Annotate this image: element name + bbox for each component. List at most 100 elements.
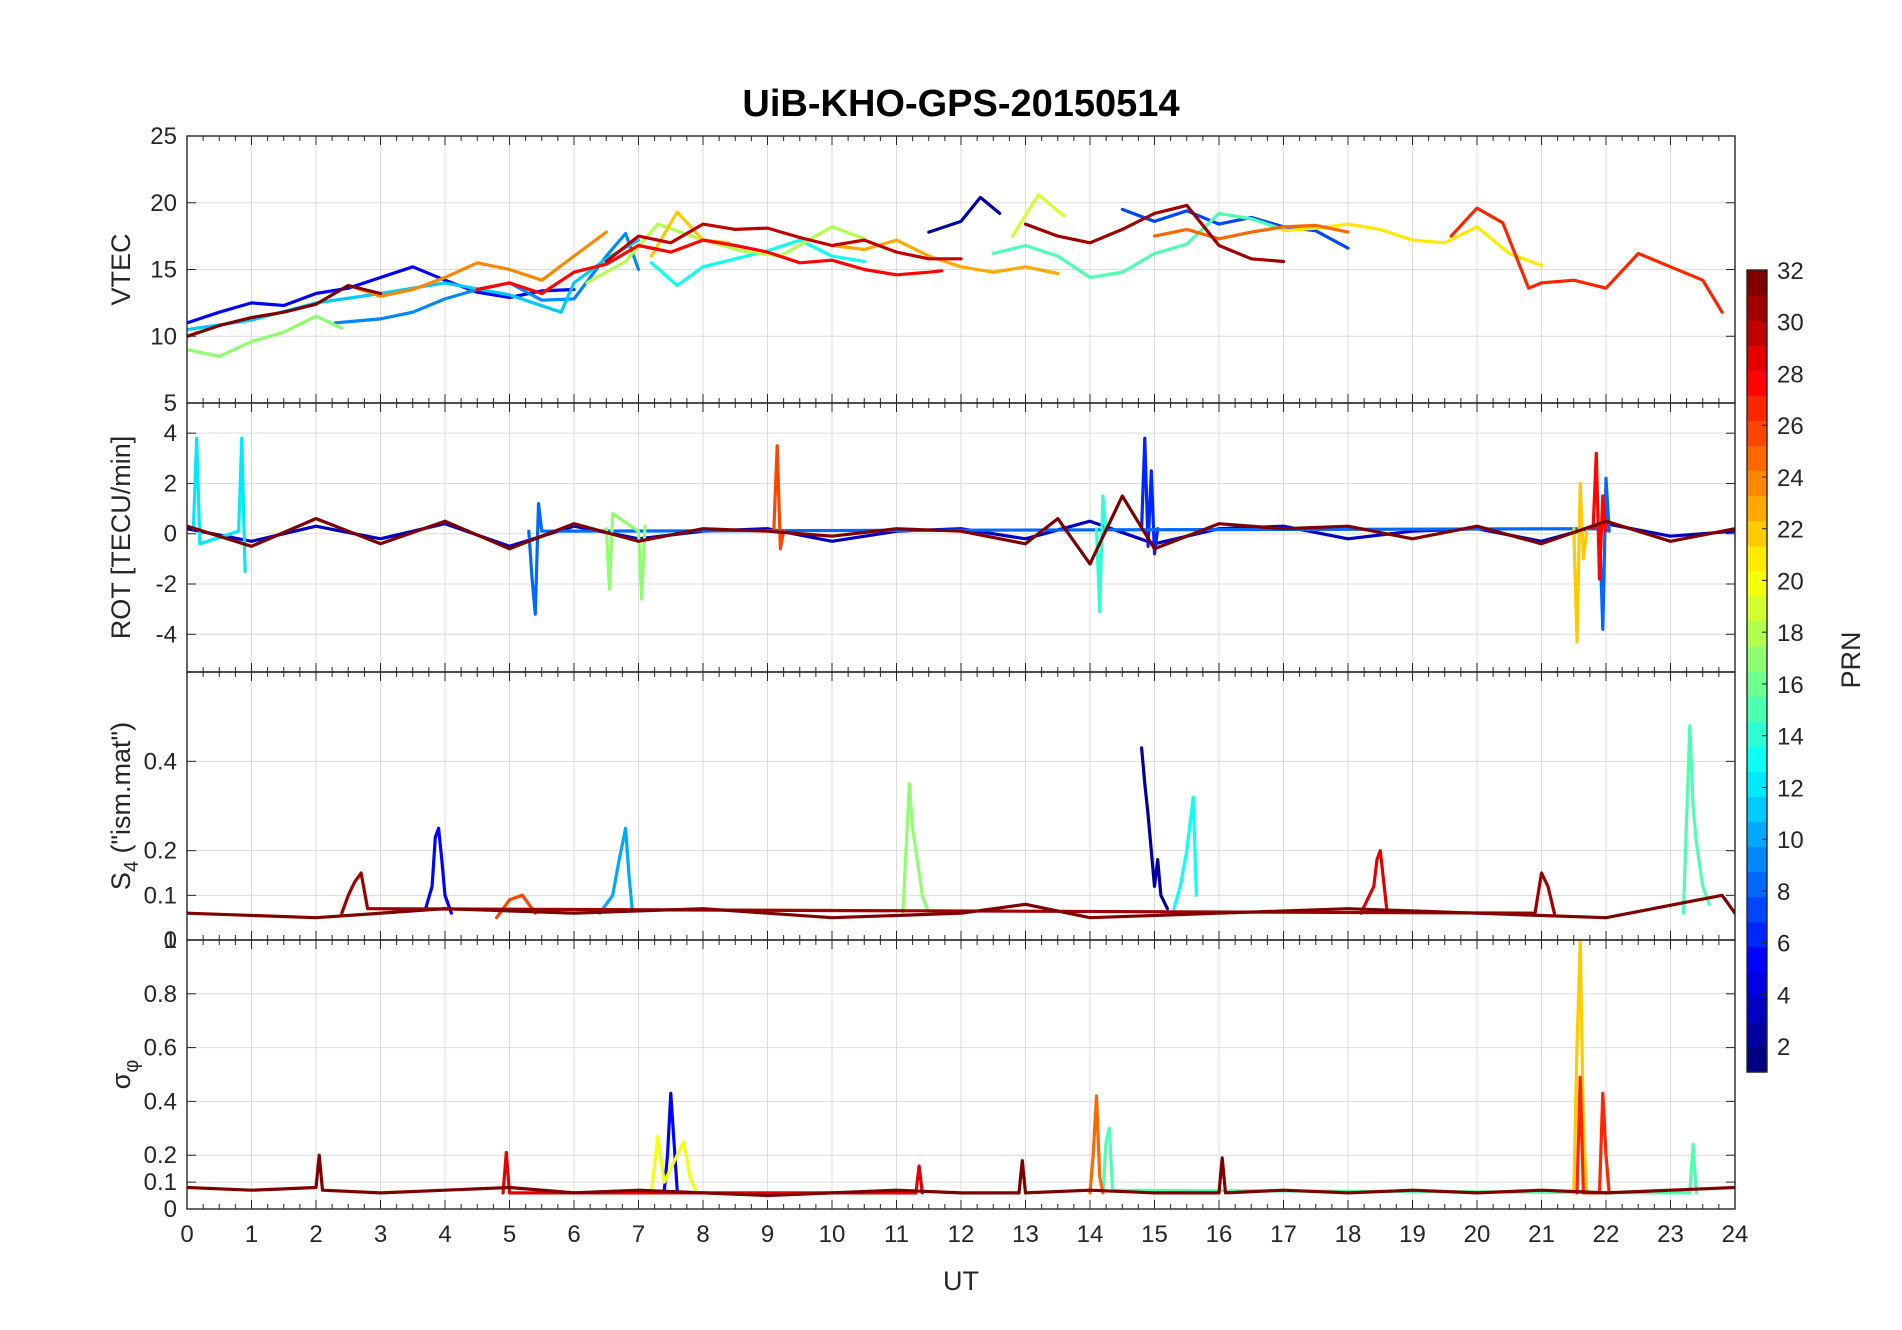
colorbar-tick-label: 18 xyxy=(1777,620,1804,647)
colorbar-tick-label: 10 xyxy=(1777,827,1804,854)
x-axis-label: UT xyxy=(943,1266,979,1296)
y-tick-label: 0.1 xyxy=(144,882,177,909)
x-tick-label: 15 xyxy=(1141,1221,1168,1248)
colorbar-swatch xyxy=(1747,420,1767,447)
x-tick-label: 20 xyxy=(1464,1221,1491,1248)
panel-s4: 00.10.20.4S4 ("ism.mat") xyxy=(106,671,1736,954)
y-axis-label-rest: ("ism.mat") xyxy=(106,722,136,861)
x-tick-label: 18 xyxy=(1335,1221,1362,1248)
colorbar-tick-label: 16 xyxy=(1777,672,1804,699)
colorbar-swatch xyxy=(1747,771,1767,797)
colorbar-tick-label: 28 xyxy=(1777,361,1804,388)
colorbar-tick-label: 32 xyxy=(1777,258,1804,285)
colorbar-tick-label: 2 xyxy=(1777,1034,1790,1061)
x-tick-label: 22 xyxy=(1593,1221,1620,1248)
x-tick-label: 9 xyxy=(761,1221,774,1248)
series-group-s4 xyxy=(187,723,1735,920)
colorbar-tick-label: 20 xyxy=(1777,568,1804,595)
colorbar-tick-label: 24 xyxy=(1777,465,1804,492)
series-line-prn-19 xyxy=(1010,193,1066,238)
y-tick-label: 5 xyxy=(164,390,177,417)
y-axis-label-subscript: φ xyxy=(121,1060,143,1073)
series-line-prn-13 xyxy=(649,238,866,288)
y-tick-label: -4 xyxy=(156,621,177,648)
colorbar-swatch xyxy=(1747,921,1767,948)
y-axis-label-subscript: 4 xyxy=(121,861,143,872)
y-tick-label: 0.4 xyxy=(144,748,177,775)
series-line-prn-28 xyxy=(475,238,944,296)
series-line-prn-32 xyxy=(187,1153,1735,1198)
x-tick-label: 3 xyxy=(374,1221,387,1248)
series-line-prn-22 xyxy=(1572,481,1589,644)
x-tick-label: 24 xyxy=(1722,1221,1749,1248)
axes-frame-sigma_phi xyxy=(186,939,1736,1210)
series-line-prn-25 xyxy=(1088,1094,1105,1195)
colorbar-tick-label: 4 xyxy=(1777,982,1790,1009)
x-tick-label: 16 xyxy=(1206,1221,1233,1248)
chart-title: UiB-KHO-GPS-20150514 xyxy=(742,83,1179,125)
colorbar-swatch xyxy=(1747,1046,1767,1073)
colorbar-swatch xyxy=(1747,570,1767,597)
x-tick-label: 0 xyxy=(180,1221,193,1248)
colorbar-tick-label: 6 xyxy=(1777,931,1790,958)
y-tick-label: 0.6 xyxy=(144,1035,177,1062)
series-group-vtec xyxy=(187,193,1724,358)
colorbar-tick-label: 22 xyxy=(1777,517,1804,544)
y-tick-label: 2 xyxy=(164,470,177,497)
y-tick-label: 15 xyxy=(150,257,177,284)
y-tick-label: 0 xyxy=(164,1196,177,1223)
colorbar-swatch xyxy=(1747,620,1767,647)
colorbar-swatch xyxy=(1747,946,1767,973)
series-line-prn-31 xyxy=(340,871,1557,915)
series-group-rot xyxy=(187,436,1735,644)
y-tick-label: 0 xyxy=(164,521,177,548)
series-line-prn-32 xyxy=(187,494,1735,566)
x-tick-label: 5 xyxy=(503,1221,516,1248)
series-line-prn-32 xyxy=(187,893,1735,920)
colorbar-swatch xyxy=(1747,721,1767,747)
x-tick-label: 8 xyxy=(696,1221,709,1248)
colorbar-swatch xyxy=(1747,821,1767,848)
colorbar-swatch xyxy=(1747,395,1767,421)
series-line-prn-26 xyxy=(772,444,786,551)
series-line-prn-29 xyxy=(1359,849,1389,915)
colorbar-frame xyxy=(1746,269,1768,1073)
y-axis-label-main: σ xyxy=(106,1072,136,1089)
colorbar-swatch xyxy=(1747,270,1767,296)
x-tick-label: 14 xyxy=(1077,1221,1104,1248)
y-axis-label-vtec: VTEC xyxy=(106,233,136,305)
colorbar-swatch xyxy=(1747,1021,1767,1048)
colorbar-swatch xyxy=(1747,671,1767,697)
colorbar-tick-label: 12 xyxy=(1777,775,1804,802)
colorbar-label: PRN xyxy=(1836,631,1866,688)
x-tick-label: 13 xyxy=(1012,1221,1039,1248)
series-line-prn-17 xyxy=(901,782,931,915)
y-axis-label-sigma_phi: σφ xyxy=(106,1060,143,1090)
y-tick-label: 0.2 xyxy=(144,1142,177,1169)
series-line-prn-28 xyxy=(1591,451,1608,581)
series-line-prn-2 xyxy=(927,195,1002,234)
series-line-prn-32 xyxy=(187,283,383,338)
colorbar-swatch xyxy=(1747,470,1767,497)
y-tick-label: 1 xyxy=(164,927,177,954)
x-tick-label: 17 xyxy=(1270,1221,1297,1248)
colorbar-swatch xyxy=(1747,370,1767,396)
colorbar-swatch xyxy=(1747,520,1767,547)
colorbar-swatch xyxy=(1747,871,1767,898)
colorbar-swatch xyxy=(1747,320,1767,346)
y-tick-label: 0.2 xyxy=(144,838,177,865)
colorbar-swatch xyxy=(1747,796,1767,822)
series-line-prn-15 xyxy=(1681,723,1711,915)
series-line-prn-17 xyxy=(187,314,344,358)
colorbar-swatch xyxy=(1747,545,1767,572)
y-axis-label-rot: ROT [TECU/min] xyxy=(106,436,136,640)
y-tick-label: 4 xyxy=(164,420,177,447)
colorbar-swatch xyxy=(1747,896,1767,923)
series-line-prn-18 xyxy=(585,222,866,285)
colorbar-swatch xyxy=(1747,996,1767,1023)
y-tick-label: 0.1 xyxy=(144,1169,177,1196)
x-tick-label: 4 xyxy=(438,1221,451,1248)
x-tick-label: 19 xyxy=(1399,1221,1426,1248)
